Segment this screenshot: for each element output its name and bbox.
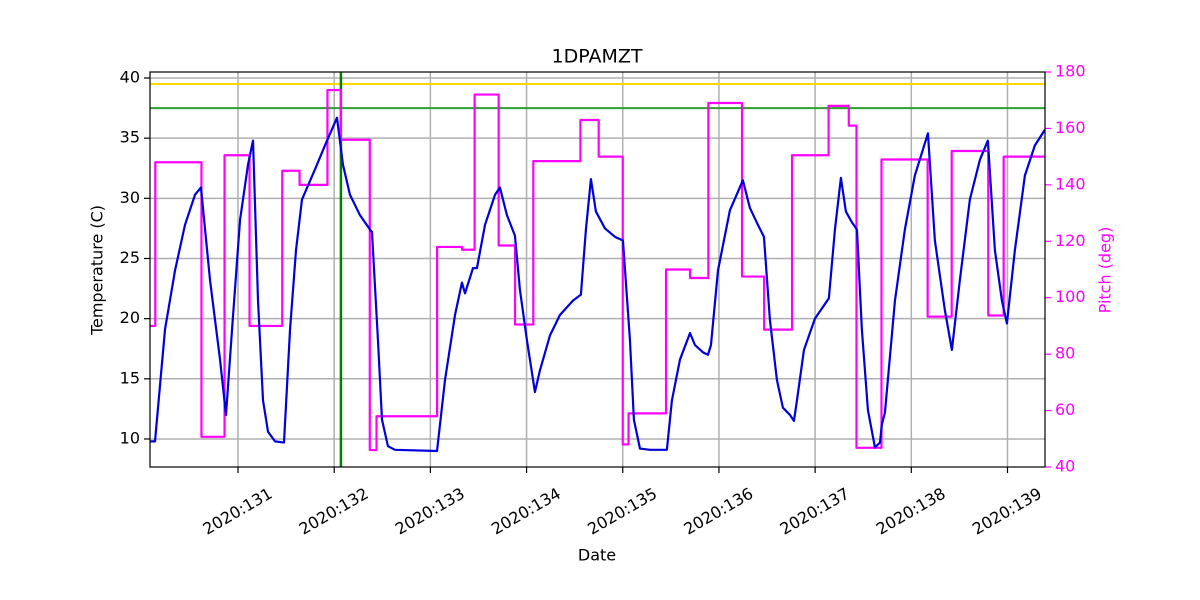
- x-axis-label: Date: [578, 546, 616, 565]
- y-axis-label: Temperature (C): [88, 205, 107, 336]
- y-tick-label: 40: [120, 68, 140, 87]
- y-tick-label: 15: [120, 368, 140, 387]
- y-tick-label: 30: [120, 188, 140, 207]
- y2-tick-label: 160: [1055, 118, 1086, 137]
- y-tick-label: 10: [120, 428, 140, 447]
- y2-tick-label: 40: [1055, 457, 1075, 476]
- y2-tick-label: 140: [1055, 174, 1086, 193]
- y2-tick-label: 180: [1055, 62, 1086, 81]
- data-line: [150, 88, 1045, 452]
- y2-tick-label: 120: [1055, 231, 1086, 250]
- data-line: [150, 116, 1046, 453]
- y2-axis-label: Pitch (deg): [1096, 227, 1115, 314]
- plot-frame: [149, 71, 1046, 468]
- y-tick-label: 20: [120, 308, 140, 327]
- y-tick-label: 25: [120, 248, 140, 267]
- y2-tick-label: 80: [1055, 344, 1075, 363]
- chart-title: 1DPAMZT: [552, 46, 643, 68]
- y2-tick-label: 60: [1055, 400, 1075, 419]
- y2-tick-label: 100: [1055, 287, 1086, 306]
- y-tick-label: 35: [120, 128, 140, 147]
